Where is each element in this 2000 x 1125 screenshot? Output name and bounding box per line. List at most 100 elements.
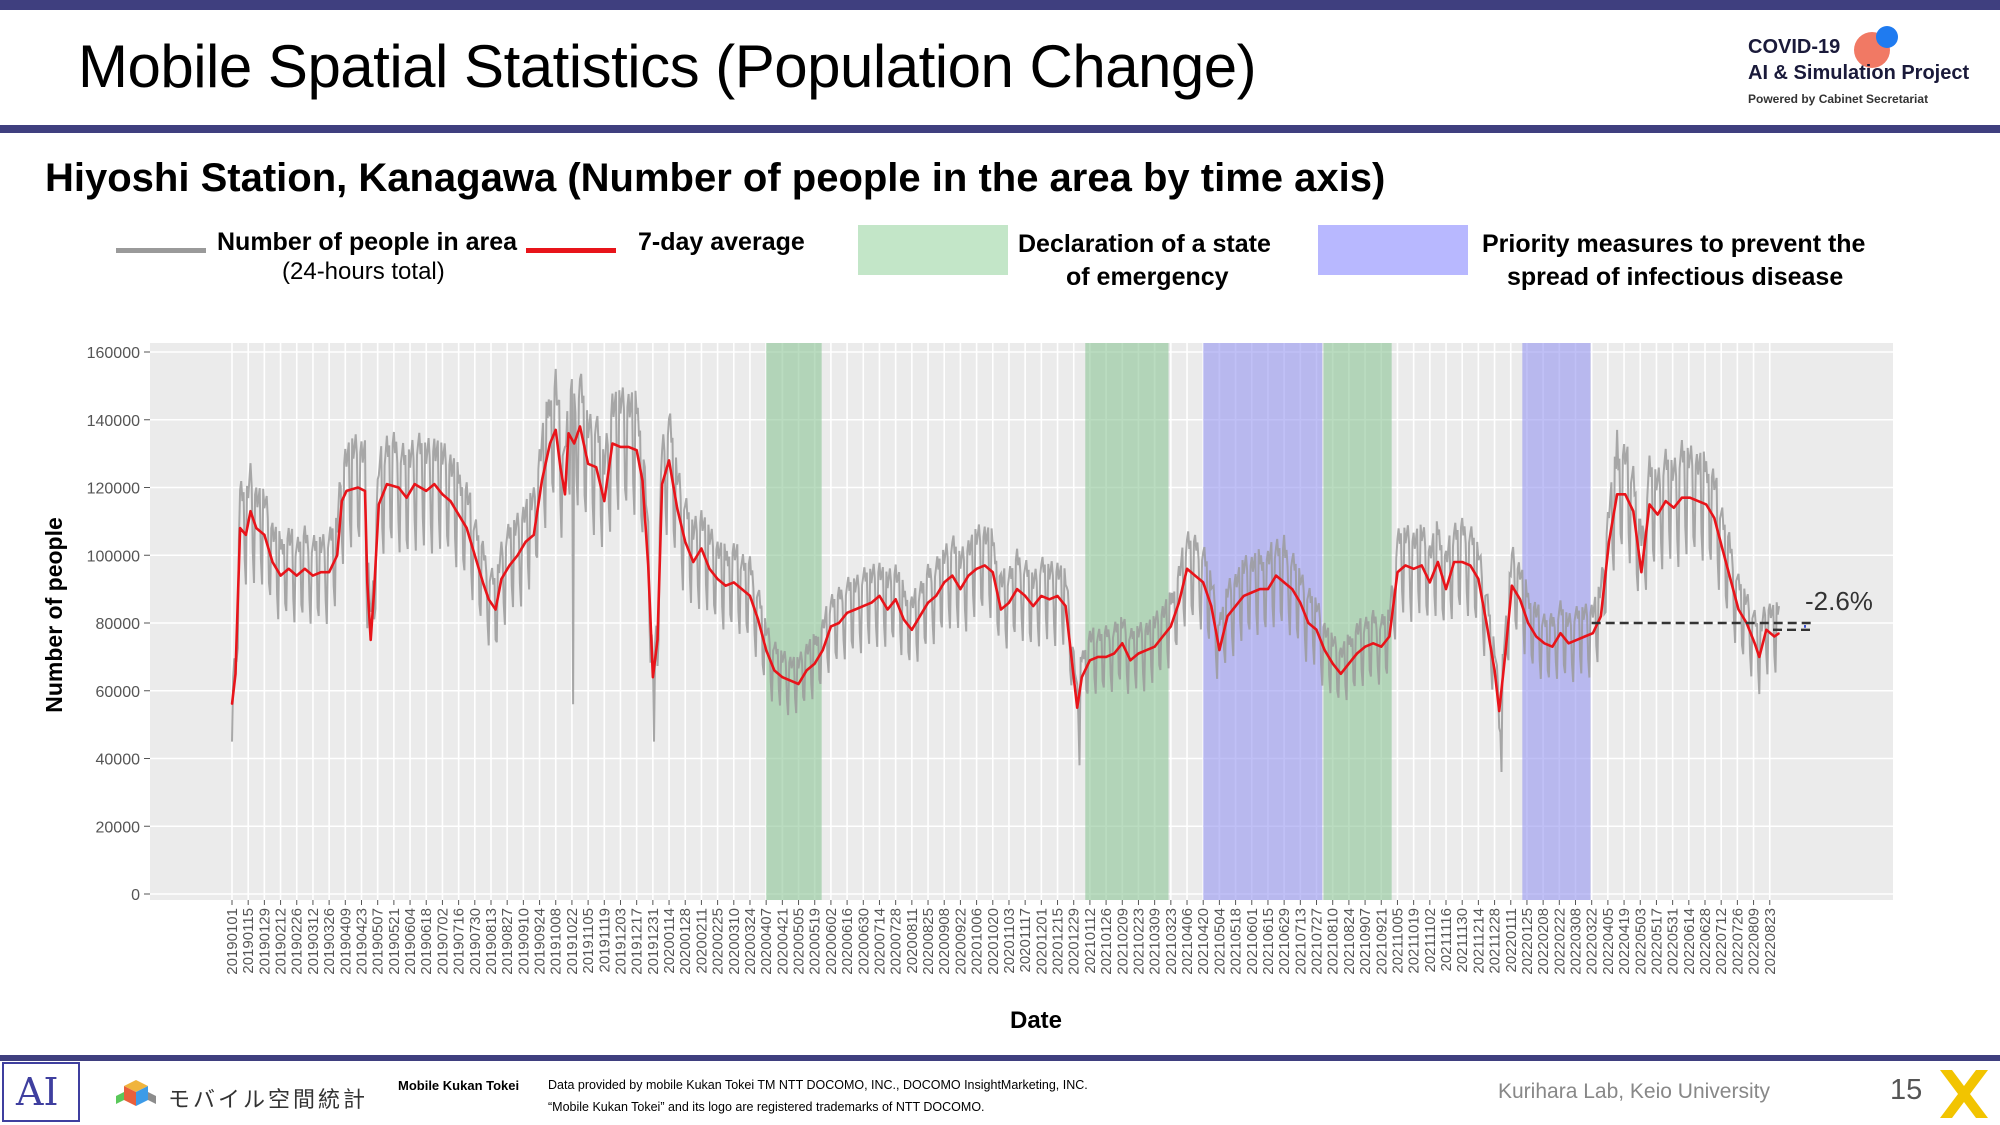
x-tick-label: 20200728 xyxy=(888,908,905,975)
avg-point xyxy=(1267,588,1269,590)
x-tick-label: 20211228 xyxy=(1487,908,1504,974)
x-tick-label: 20191231 xyxy=(645,908,662,975)
avg-point xyxy=(1307,622,1310,624)
x-tick-label: 20200211 xyxy=(693,908,710,974)
x-tick-label: 20210921 xyxy=(1373,908,1390,975)
avg-point xyxy=(647,564,649,567)
avg-point xyxy=(1194,574,1196,577)
avg-point xyxy=(1016,588,1018,590)
avg-point xyxy=(1721,547,1724,550)
avg-point xyxy=(245,534,247,536)
avg-point xyxy=(1291,588,1293,590)
avg-point xyxy=(508,564,511,567)
avg-point xyxy=(1445,588,1447,590)
avg-point xyxy=(1323,649,1326,651)
avg-point xyxy=(1089,659,1091,662)
avg-point xyxy=(927,601,929,604)
avg-point xyxy=(1504,656,1506,658)
avg-point xyxy=(541,479,543,482)
avg-point xyxy=(1551,645,1554,648)
x-tick-label: 20200225 xyxy=(710,908,727,975)
avg-point xyxy=(992,571,994,573)
legend-emergency-swatch xyxy=(858,225,1008,275)
avg-point xyxy=(641,479,644,482)
x-tick-label: 20190813 xyxy=(483,908,500,975)
x-tick-label: 20211214 xyxy=(1470,908,1487,974)
avg-point xyxy=(894,598,897,601)
avg-point xyxy=(1129,659,1132,662)
avg-point xyxy=(482,581,484,584)
avg-point xyxy=(1056,595,1059,597)
avg-point xyxy=(1137,652,1140,655)
x-tick-label: 20201117 xyxy=(1017,908,1034,973)
avg-point xyxy=(983,564,986,567)
x-tick-label: 20220308 xyxy=(1568,908,1585,975)
x-tick-label: 20190924 xyxy=(532,908,549,975)
avg-point xyxy=(757,618,759,621)
legend-area-label: Number of people in area xyxy=(217,228,518,256)
avg-point xyxy=(549,442,551,445)
x-tick-label: 20220823 xyxy=(1762,908,1779,975)
avg-point xyxy=(524,540,527,543)
x-tick-label: 20211005 xyxy=(1389,908,1406,974)
avg-point xyxy=(341,500,343,502)
avg-point xyxy=(733,581,735,584)
x-tick-label: 20190409 xyxy=(337,908,354,975)
x-tick-label: 20210223 xyxy=(1130,908,1147,975)
avg-point xyxy=(1729,578,1732,580)
mobile-logo-text: モバイル空間統計 xyxy=(168,1087,369,1112)
avg-point xyxy=(1226,615,1229,617)
avg-point xyxy=(749,595,751,597)
avg-point xyxy=(312,574,314,577)
y-tick-label: 100000 xyxy=(87,548,140,565)
page-number: 15 xyxy=(1890,1074,1923,1106)
avg-point xyxy=(1348,662,1350,665)
avg-point xyxy=(911,629,913,631)
avg-point xyxy=(668,459,670,462)
x-tick-label: 20220628 xyxy=(1697,908,1714,975)
avg-point xyxy=(870,601,873,604)
legend-avg-label: 7-day average xyxy=(638,228,805,256)
x-tick-label: 20210126 xyxy=(1098,908,1115,975)
x-tick-label: 20190910 xyxy=(515,908,532,975)
avg-point xyxy=(397,486,400,489)
x-tick-label: 20220503 xyxy=(1632,908,1649,975)
avg-point xyxy=(661,483,663,485)
x-tick-label: 20200310 xyxy=(726,908,743,975)
series-line-7day-average xyxy=(230,425,1780,713)
emergency-period-band xyxy=(1323,343,1392,900)
y-tick-label: 80000 xyxy=(96,616,141,633)
legend-priority-label-2: spread of infectious disease xyxy=(1507,263,1844,291)
avg-point xyxy=(1469,564,1472,567)
avg-point xyxy=(1234,605,1237,607)
avg-point xyxy=(692,561,695,563)
x-tick-label: 20220809 xyxy=(1746,908,1763,975)
avg-point xyxy=(1105,656,1107,658)
y-tick-label: 0 xyxy=(131,887,140,904)
avg-point xyxy=(304,568,306,570)
x-tick-label: 20201006 xyxy=(969,908,986,975)
avg-point xyxy=(1048,598,1051,601)
avg-point xyxy=(587,463,589,465)
avg-point xyxy=(765,649,767,651)
avg-point xyxy=(320,571,322,573)
avg-point xyxy=(1081,676,1083,678)
x-tick-label: 20191008 xyxy=(548,908,565,975)
x-tick-label: 20200128 xyxy=(677,908,694,975)
footer-lab-name: Kurihara Lab, Keio University xyxy=(1498,1080,1770,1103)
avg-point xyxy=(1713,517,1716,519)
avg-point xyxy=(386,483,388,485)
avg-point xyxy=(1758,656,1761,658)
avg-point xyxy=(822,649,824,651)
x-tick-label: 20220111 xyxy=(1503,908,1520,973)
legend-area-swatch xyxy=(116,248,206,253)
x-tick-label: 20190507 xyxy=(370,908,387,975)
avg-point xyxy=(1000,608,1002,611)
avg-point xyxy=(619,446,622,448)
avg-point xyxy=(1616,493,1618,496)
avg-point xyxy=(441,493,444,496)
avg-point xyxy=(1412,568,1415,570)
avg-point xyxy=(967,574,970,577)
change-annotation-label: -2.6% xyxy=(1805,586,1873,616)
avg-point xyxy=(1753,642,1756,645)
